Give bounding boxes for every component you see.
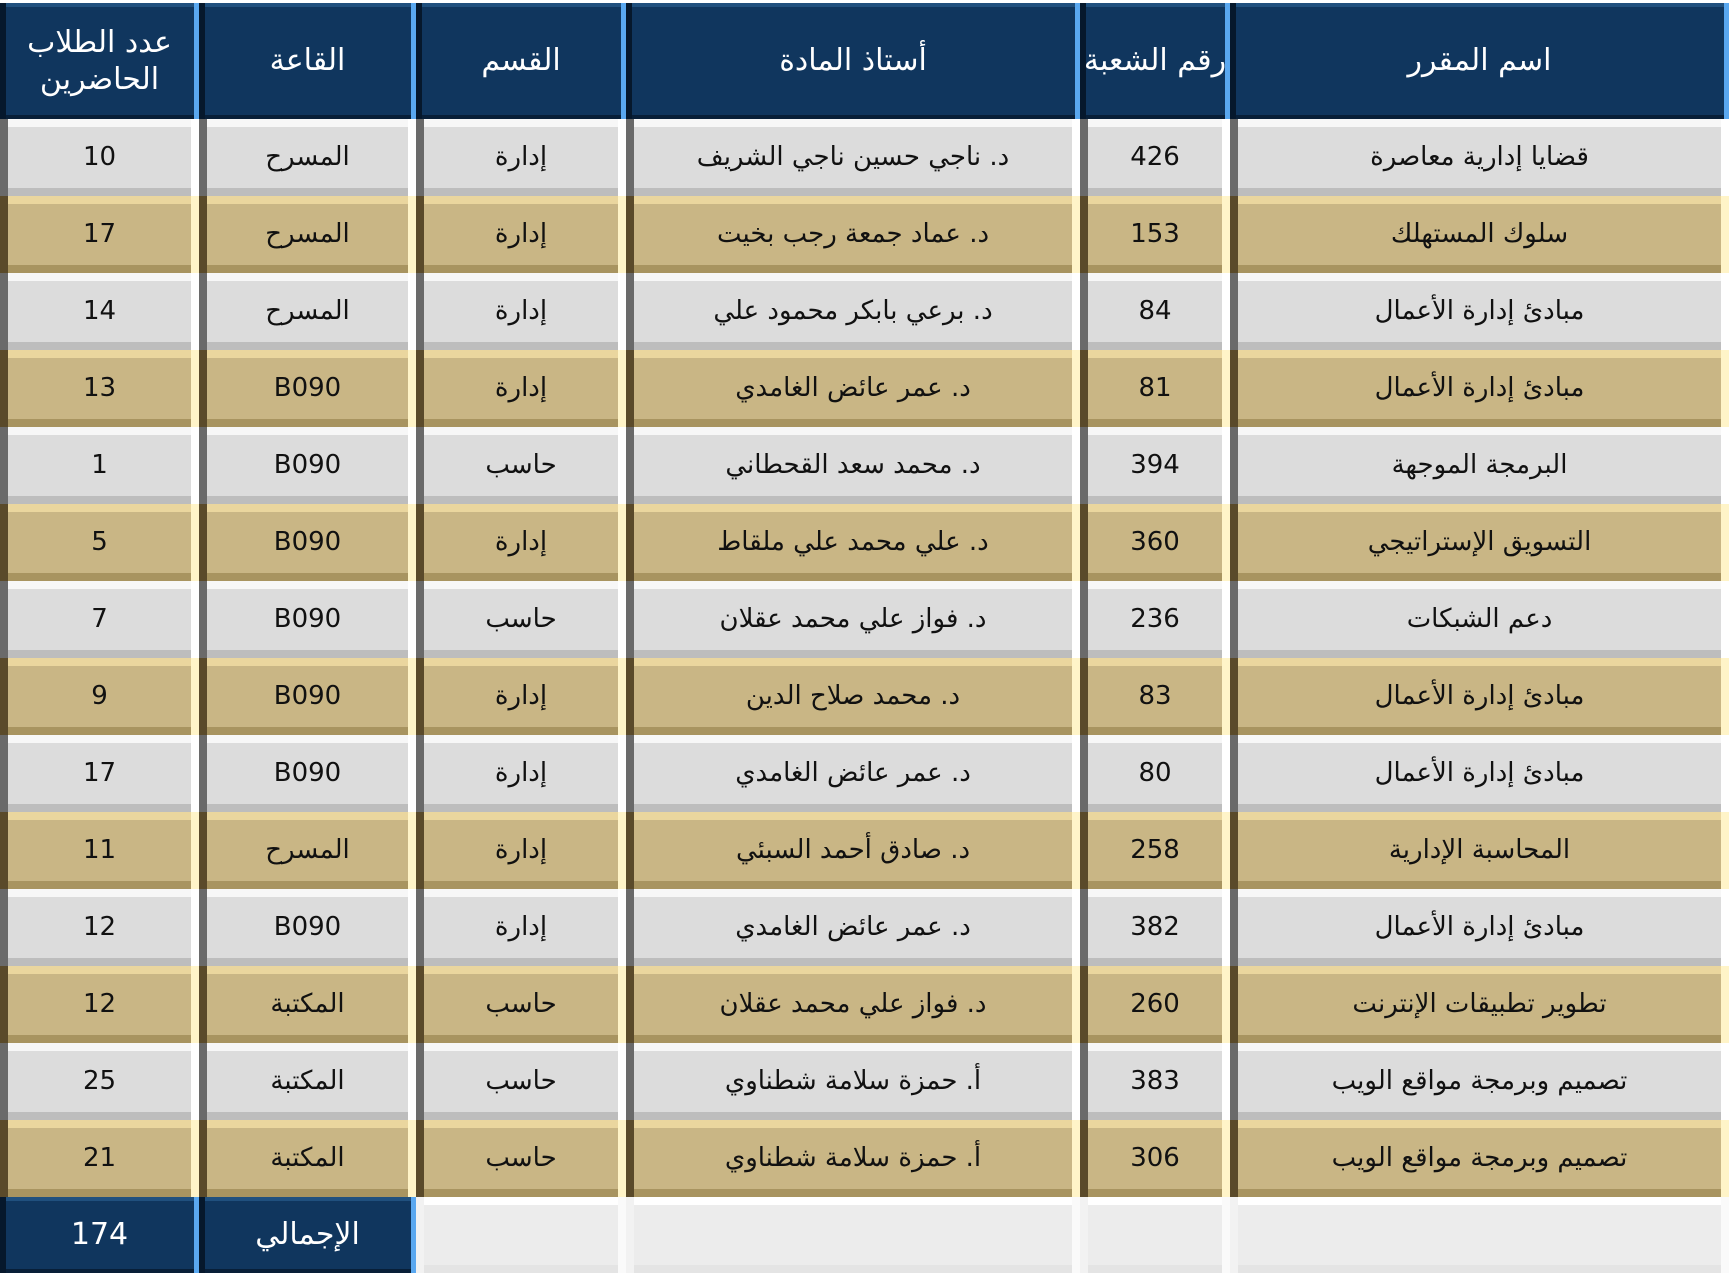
cell-instructor: د. ناجي حسين ناجي الشريف (626, 119, 1080, 196)
cell-instructor: د. صادق أحمد السبئي (626, 812, 1080, 889)
cell-department: إدارة (416, 273, 626, 350)
empty-cell (626, 1197, 1080, 1273)
cell-instructor: د. علي محمد علي ملقاط (626, 504, 1080, 581)
cell-department: إدارة (416, 735, 626, 812)
cell-department: حاسب (416, 427, 626, 504)
header-section-number: رقم الشعبة (1080, 3, 1230, 119)
cell-attendees: 12 (0, 889, 199, 966)
cell-room: المسرح (199, 196, 416, 273)
cell-section-number: 426 (1080, 119, 1230, 196)
cell-attendees: 14 (0, 273, 199, 350)
cell-course-name: مبادئ إدارة الأعمال (1230, 658, 1729, 735)
cell-attendees: 5 (0, 504, 199, 581)
cell-section-number: 258 (1080, 812, 1230, 889)
cell-section-number: 260 (1080, 966, 1230, 1043)
cell-section-number: 153 (1080, 196, 1230, 273)
header-room: القاعة (199, 3, 416, 119)
cell-attendees: 7 (0, 581, 199, 658)
empty-cell (416, 1197, 626, 1273)
cell-section-number: 83 (1080, 658, 1230, 735)
cell-room: المكتبة (199, 1043, 416, 1120)
cell-room: المكتبة (199, 1120, 416, 1197)
cell-course-name: سلوك المستهلك (1230, 196, 1729, 273)
header-course-name: اسم المقرر (1230, 3, 1729, 119)
empty-cell (1080, 1197, 1230, 1273)
cell-room: المسرح (199, 273, 416, 350)
cell-attendees: 25 (0, 1043, 199, 1120)
cell-section-number: 306 (1080, 1120, 1230, 1197)
cell-section-number: 382 (1080, 889, 1230, 966)
cell-course-name: دعم الشبكات (1230, 581, 1729, 658)
cell-instructor: أ. حمزة سلامة شطناوي (626, 1120, 1080, 1197)
cell-room: المكتبة (199, 966, 416, 1043)
cell-department: حاسب (416, 581, 626, 658)
cell-course-name: التسويق الإستراتيجي (1230, 504, 1729, 581)
cell-instructor: أ. حمزة سلامة شطناوي (626, 1043, 1080, 1120)
cell-course-name: البرمجة الموجهة (1230, 427, 1729, 504)
cell-course-name: مبادئ إدارة الأعمال (1230, 889, 1729, 966)
cell-room: المسرح (199, 812, 416, 889)
cell-attendees: 17 (0, 196, 199, 273)
cell-attendees: 17 (0, 735, 199, 812)
cell-room: B090 (199, 581, 416, 658)
cell-attendees: 13 (0, 350, 199, 427)
cell-instructor: د. فواز علي محمد عقلان (626, 581, 1080, 658)
cell-department: حاسب (416, 1120, 626, 1197)
cell-attendees: 1 (0, 427, 199, 504)
cell-section-number: 84 (1080, 273, 1230, 350)
cell-course-name: تصميم وبرمجة مواقع الويب (1230, 1120, 1729, 1197)
total-label: الإجمالي (199, 1197, 416, 1273)
cell-instructor: د. برعي بابكر محمود علي (626, 273, 1080, 350)
cell-room: B090 (199, 350, 416, 427)
cell-department: إدارة (416, 504, 626, 581)
cell-department: إدارة (416, 350, 626, 427)
empty-cell (1230, 1197, 1729, 1273)
cell-room: B090 (199, 504, 416, 581)
cell-instructor: د. محمد سعد القحطاني (626, 427, 1080, 504)
cell-department: حاسب (416, 1043, 626, 1120)
cell-section-number: 383 (1080, 1043, 1230, 1120)
cell-department: حاسب (416, 966, 626, 1043)
cell-attendees: 21 (0, 1120, 199, 1197)
cell-room: B090 (199, 427, 416, 504)
cell-course-name: تطوير تطبيقات الإنترنت (1230, 966, 1729, 1043)
cell-instructor: د. عماد جمعة رجب بخيت (626, 196, 1080, 273)
cell-department: إدارة (416, 658, 626, 735)
cell-room: B090 (199, 658, 416, 735)
cell-department: إدارة (416, 889, 626, 966)
cell-section-number: 81 (1080, 350, 1230, 427)
cell-course-name: تصميم وبرمجة مواقع الويب (1230, 1043, 1729, 1120)
cell-course-name: مبادئ إدارة الأعمال (1230, 350, 1729, 427)
cell-section-number: 236 (1080, 581, 1230, 658)
cell-section-number: 394 (1080, 427, 1230, 504)
cell-department: إدارة (416, 812, 626, 889)
cell-instructor: د. محمد صلاح الدين (626, 658, 1080, 735)
cell-department: إدارة (416, 119, 626, 196)
total-value: 174 (0, 1197, 199, 1273)
cell-course-name: مبادئ إدارة الأعمال (1230, 273, 1729, 350)
header-attendees: عدد الطلاب الحاضرين (0, 3, 199, 119)
cell-course-name: المحاسبة الإدارية (1230, 812, 1729, 889)
cell-instructor: د. عمر عائض الغامدي (626, 889, 1080, 966)
cell-instructor: د. عمر عائض الغامدي (626, 735, 1080, 812)
cell-department: إدارة (416, 196, 626, 273)
cell-instructor: د. عمر عائض الغامدي (626, 350, 1080, 427)
cell-attendees: 9 (0, 658, 199, 735)
attendance-table: اسم المقرر رقم الشعبة أستاذ المادة القسم الق… (0, 3, 1729, 1273)
cell-section-number: 360 (1080, 504, 1230, 581)
cell-room: B090 (199, 735, 416, 812)
cell-course-name: قضايا إدارية معاصرة (1230, 119, 1729, 196)
cell-attendees: 11 (0, 812, 199, 889)
cell-attendees: 12 (0, 966, 199, 1043)
header-department: القسم (416, 3, 626, 119)
cell-room: المسرح (199, 119, 416, 196)
cell-attendees: 10 (0, 119, 199, 196)
cell-instructor: د. فواز علي محمد عقلان (626, 966, 1080, 1043)
cell-room: B090 (199, 889, 416, 966)
cell-section-number: 80 (1080, 735, 1230, 812)
cell-course-name: مبادئ إدارة الأعمال (1230, 735, 1729, 812)
header-instructor: أستاذ المادة (626, 3, 1080, 119)
